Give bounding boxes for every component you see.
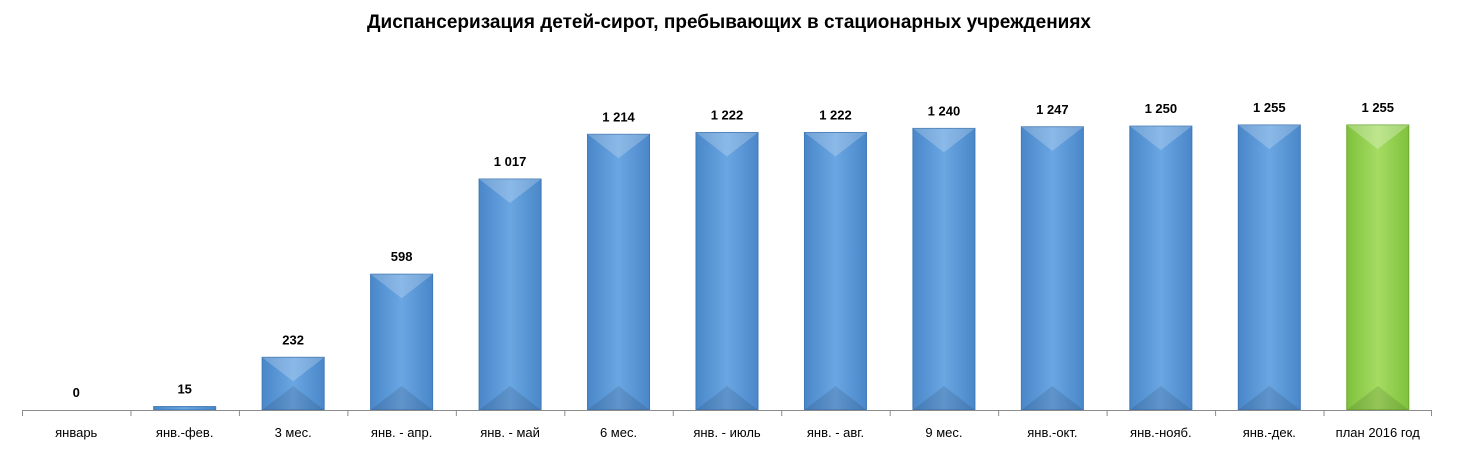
bar bbox=[1129, 125, 1193, 411]
x-tick-label: янв.-нояб. bbox=[1130, 425, 1192, 440]
bar bbox=[695, 131, 759, 411]
value-label: 1 240 bbox=[928, 103, 961, 118]
value-label: 1 222 bbox=[711, 107, 744, 122]
bar-body bbox=[1237, 124, 1301, 411]
value-label: 15 bbox=[177, 382, 191, 397]
bar-plan bbox=[1346, 124, 1410, 411]
bar-body bbox=[803, 131, 867, 411]
value-label: 0 bbox=[73, 385, 80, 400]
bar bbox=[803, 131, 867, 411]
bar-bevel-top bbox=[1129, 126, 1192, 151]
bar-bevel-top bbox=[1021, 126, 1084, 151]
bar-bevel-top bbox=[587, 134, 650, 159]
value-label: 1 214 bbox=[602, 109, 635, 124]
value-label: 598 bbox=[391, 249, 413, 264]
x-tick-label: янв. - апр. bbox=[371, 425, 432, 440]
bars-layer bbox=[153, 124, 1410, 411]
bar bbox=[370, 273, 434, 411]
bar bbox=[1020, 126, 1084, 411]
bar-bevel-bottom bbox=[479, 386, 542, 410]
bar-bevel-top bbox=[1346, 125, 1409, 149]
x-tick-label: январь bbox=[55, 425, 97, 440]
x-tick-label: 3 мес. bbox=[275, 425, 312, 440]
value-label: 1 255 bbox=[1253, 100, 1286, 115]
bar-body bbox=[261, 356, 325, 411]
bar-body bbox=[1020, 126, 1084, 411]
bar-body bbox=[153, 406, 217, 411]
bar-bevel-bottom bbox=[804, 386, 867, 410]
value-label: 1 017 bbox=[494, 154, 527, 169]
value-label: 1 222 bbox=[819, 107, 852, 122]
bar-body bbox=[695, 131, 759, 411]
bar-bevel-top bbox=[696, 132, 758, 157]
x-axis: январь янв.-фев. 3 мес. янв. - апр. янв. - м… bbox=[22, 410, 1432, 440]
bar-bevel-top bbox=[370, 274, 433, 299]
value-label: 232 bbox=[282, 332, 304, 347]
bar-bevel-bottom bbox=[262, 386, 325, 410]
bar-body bbox=[912, 127, 976, 411]
chart-title: Диспансеризация детей-сирот, пребывающих… bbox=[366, 12, 1091, 33]
value-label: 1 255 bbox=[1361, 100, 1394, 115]
x-tick-label: план 2016 год bbox=[1336, 425, 1421, 440]
bar-bevel-bottom bbox=[696, 386, 758, 410]
bar-body bbox=[478, 178, 542, 411]
x-tick-label: янв. - май bbox=[480, 425, 540, 440]
bar-body bbox=[587, 133, 651, 411]
bar-bevel-bottom bbox=[370, 386, 433, 410]
x-tick-label: янв.-фев. bbox=[156, 425, 214, 440]
bar bbox=[153, 406, 217, 411]
bar bbox=[587, 133, 651, 411]
bar bbox=[912, 127, 976, 411]
bar bbox=[1237, 124, 1301, 411]
bar-bevel-bottom bbox=[1346, 386, 1409, 410]
x-tick-label: янв.-дек. bbox=[1243, 425, 1296, 440]
bar bbox=[261, 356, 325, 411]
bar-bevel-bottom bbox=[1238, 386, 1301, 410]
x-tick-label: янв. - авг. bbox=[807, 425, 864, 440]
x-tick-label: 9 мес. bbox=[925, 425, 962, 440]
bar-body bbox=[1129, 125, 1193, 411]
bar bbox=[478, 178, 542, 411]
bar-body bbox=[370, 273, 434, 411]
bar-bevel-bottom bbox=[587, 386, 650, 410]
value-label: 1 247 bbox=[1036, 102, 1069, 117]
value-label: 1 250 bbox=[1145, 101, 1178, 116]
x-tick-label: 6 мес. bbox=[600, 425, 637, 440]
bar-bevel-bottom bbox=[912, 386, 975, 410]
value-labels: 0 15 232 598 1 017 1 214 1 222 1 222 1 240 1 247 1… bbox=[73, 100, 1394, 400]
bar-bevel-top bbox=[1238, 125, 1301, 149]
bar-bevel-bottom bbox=[1021, 386, 1084, 410]
bar-bevel-top bbox=[262, 357, 325, 382]
bar-bevel-top bbox=[804, 132, 867, 157]
x-tick-label: янв. - июль bbox=[693, 425, 761, 440]
x-tick-label: янв.-окт. bbox=[1027, 425, 1077, 440]
bar-bevel-top bbox=[912, 128, 975, 153]
bar-bevel-bottom bbox=[1129, 386, 1192, 410]
bar-plan-body bbox=[1346, 124, 1410, 411]
bar-bevel-top bbox=[479, 179, 542, 204]
